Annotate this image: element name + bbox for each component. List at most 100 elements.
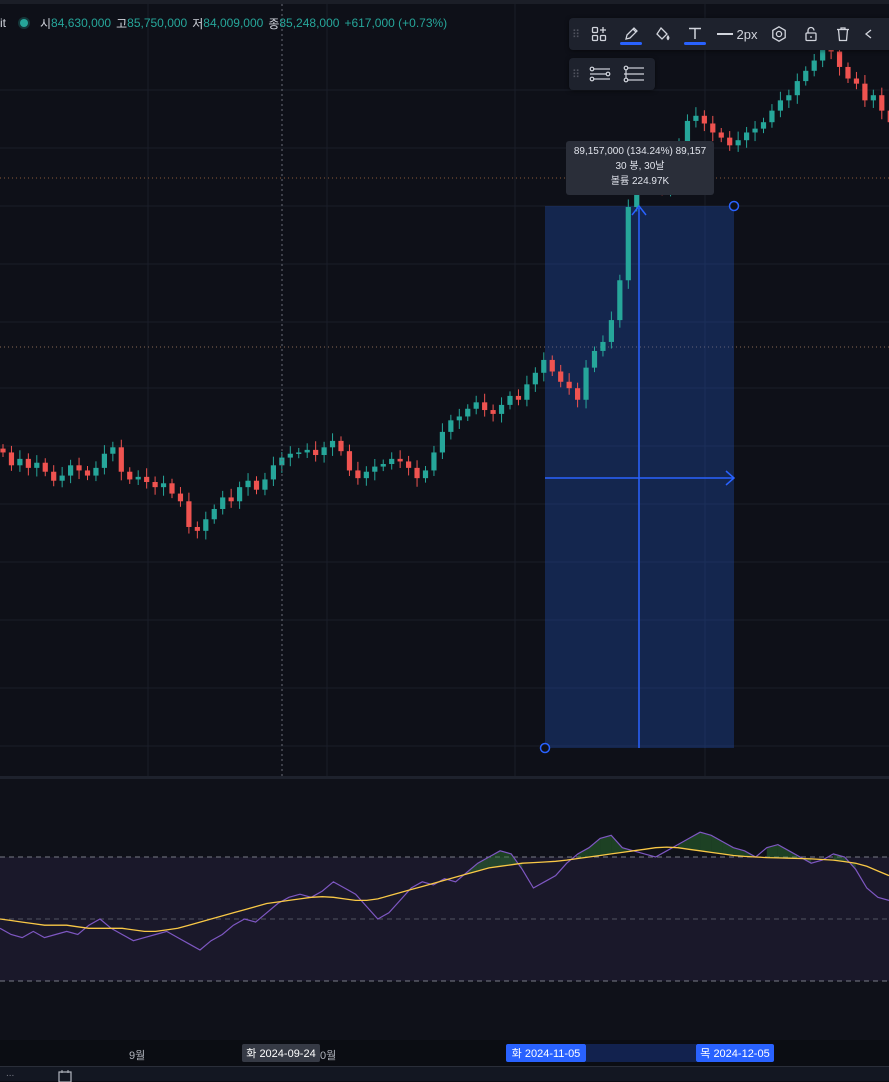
settings-icon[interactable] — [763, 18, 795, 50]
line-width-button[interactable]: 2px — [711, 18, 763, 50]
candle-body — [507, 395, 513, 405]
measure-handle-top[interactable] — [728, 200, 740, 212]
rsi-fill-segment — [577, 847, 589, 859]
candle-body — [473, 402, 479, 409]
candle-body — [338, 440, 344, 452]
measure-bars-days: 30 봉, 30날 — [615, 161, 665, 172]
calendar-icon[interactable] — [58, 1070, 72, 1082]
measure-arrow-right-head — [725, 470, 736, 486]
measure-price-change: 89,157,000 (134.24%) 89,157 — [573, 146, 707, 157]
low-value: 84,009,000 — [203, 16, 264, 30]
trash-icon[interactable] — [827, 18, 859, 50]
open-value: 84,630,000 — [51, 16, 112, 30]
high-key: 고 — [116, 16, 128, 31]
candle-body — [160, 483, 167, 488]
candle-body — [490, 410, 496, 414]
range-start-badge: 화 2024-11-05 — [506, 1044, 586, 1062]
candle-body — [549, 359, 555, 372]
candle-body — [194, 526, 200, 531]
candle-body — [811, 60, 817, 71]
close-value: 85,248,000 — [279, 16, 340, 30]
pane-separator — [0, 776, 889, 779]
rsi-fill-segment — [500, 850, 512, 867]
high-value: 85,750,000 — [127, 16, 188, 30]
pencil-icon[interactable] — [615, 18, 647, 50]
candle-body — [144, 476, 150, 483]
rsi-fill-segment — [700, 832, 712, 853]
visual-order-icon[interactable] — [583, 58, 617, 90]
add-to-group-icon[interactable] — [583, 18, 615, 50]
rsi-fill-segment — [600, 835, 612, 856]
candle-body — [710, 123, 716, 133]
candle-body — [786, 95, 792, 101]
range-end-badge: 목 2024-12-05 — [696, 1044, 774, 1062]
rsi-fill-segment — [677, 838, 689, 850]
rsi-fill-segment — [588, 838, 601, 857]
candle-body — [304, 449, 310, 453]
candle-body — [262, 479, 268, 490]
candle-body — [718, 132, 724, 138]
candle-body — [406, 461, 412, 468]
market-status-icon[interactable] — [20, 19, 28, 27]
candle-body — [794, 81, 800, 96]
candle-body — [152, 482, 158, 488]
candle-body — [321, 447, 327, 456]
rsi-pane-bg — [0, 779, 889, 1041]
drawing-subtoolbar: ⠿ — [569, 58, 655, 90]
object-tree-icon[interactable] — [617, 58, 651, 90]
candle-body — [17, 458, 23, 466]
bottom-bar-label[interactable]: ... — [6, 1068, 15, 1079]
candle-body — [583, 367, 589, 400]
time-axis-label-oct: 0월 — [320, 1050, 337, 1062]
fill-bucket-icon[interactable] — [647, 18, 679, 50]
more-icon[interactable] — [859, 18, 879, 50]
candle-body — [270, 465, 276, 480]
candle-body — [110, 447, 116, 454]
candle-body — [727, 137, 733, 146]
candle-body — [253, 480, 260, 490]
candle-body — [177, 493, 184, 502]
candle-body — [482, 402, 488, 411]
candle-body — [279, 457, 285, 466]
candle-body — [25, 458, 31, 468]
candle-body — [372, 466, 378, 472]
text-icon[interactable] — [679, 18, 711, 50]
candle-body — [769, 110, 775, 123]
top-strip — [0, 0, 889, 4]
candle-body — [228, 497, 234, 502]
rsi-fill-segment — [722, 841, 734, 856]
candle-body — [498, 404, 505, 414]
candle-body — [414, 467, 420, 479]
candle-body — [524, 384, 530, 400]
rsi-fill-segment — [766, 844, 778, 858]
candle-body — [845, 66, 851, 79]
candle-body — [439, 431, 445, 453]
candle-body — [329, 440, 336, 448]
candle-body — [0, 448, 6, 453]
candle-body — [693, 115, 699, 121]
drag-handle-icon[interactable]: ⠿ — [571, 28, 581, 41]
candle-body — [237, 487, 243, 502]
measure-handle-bottom[interactable] — [539, 742, 551, 754]
candle-body — [634, 183, 640, 208]
candle-body — [752, 128, 758, 133]
candle-body — [735, 140, 741, 146]
change-value: +617,000 (+0.73%) — [344, 16, 448, 30]
candle-body — [600, 341, 606, 351]
color-underline — [620, 42, 642, 45]
time-axis-label-sep: 9월 — [129, 1050, 146, 1062]
crosshair-time-badge: 화 2024-09-24 — [242, 1044, 320, 1062]
symbol-label: it — [0, 16, 6, 30]
candle-body — [93, 467, 99, 476]
candle-body — [575, 388, 581, 400]
lock-icon[interactable] — [795, 18, 827, 50]
candle-body — [346, 451, 353, 471]
candle-body — [296, 452, 302, 454]
drag-handle-icon[interactable]: ⠿ — [571, 68, 581, 81]
measure-volume: 볼륨 224.97K — [610, 176, 670, 187]
candle-body — [76, 465, 82, 471]
candle-body — [701, 115, 707, 124]
candle-body — [870, 95, 876, 101]
candle-body — [684, 120, 691, 143]
